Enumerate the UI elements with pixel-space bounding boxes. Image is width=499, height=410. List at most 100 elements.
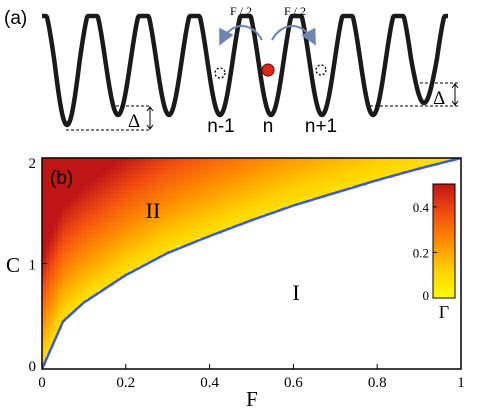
- heatmap-cell: [162, 290, 167, 295]
- heatmap-cell: [342, 186, 347, 191]
- heatmap-cell: [346, 282, 351, 287]
- heatmap-cell: [146, 326, 151, 331]
- heatmap-cell: [286, 182, 291, 187]
- heatmap-cell: [262, 278, 267, 283]
- heatmap-cell: [50, 362, 55, 367]
- heatmap-cell: [182, 270, 187, 275]
- heatmap-cell: [390, 314, 395, 319]
- heatmap-cell: [114, 350, 119, 355]
- heatmap-cell: [78, 314, 83, 319]
- heatmap-cell: [342, 366, 347, 369]
- heatmap-cell: [222, 210, 227, 215]
- heatmap-cell: [210, 298, 215, 303]
- heatmap-cell: [258, 238, 263, 243]
- heatmap-cell: [282, 286, 287, 291]
- heatmap-cell: [162, 266, 167, 271]
- heatmap-cell: [382, 202, 387, 207]
- heatmap-cell: [202, 174, 207, 179]
- heatmap-cell: [334, 230, 339, 235]
- heatmap-cell: [70, 238, 75, 243]
- heatmap-cell: [62, 170, 67, 175]
- heatmap-cell: [274, 230, 279, 235]
- heatmap-cell: [350, 174, 355, 179]
- heatmap-cell: [254, 218, 259, 223]
- heatmap-cell: [318, 230, 323, 235]
- heatmap-cell: [386, 318, 391, 323]
- heatmap-cell: [286, 338, 291, 343]
- heatmap-cell: [78, 254, 83, 259]
- heatmap-cell: [362, 246, 367, 251]
- heatmap-cell: [302, 190, 307, 195]
- heatmap-cell: [226, 262, 231, 267]
- heatmap-cell: [54, 198, 59, 203]
- heatmap-cell: [42, 274, 47, 279]
- heatmap-cell: [162, 354, 167, 359]
- heatmap-cell: [410, 174, 415, 179]
- heatmap-cell: [226, 294, 231, 299]
- heatmap-cell: [122, 210, 127, 215]
- heatmap-cell: [154, 174, 159, 179]
- heatmap-cell: [222, 206, 227, 211]
- heatmap-cell: [74, 226, 79, 231]
- hop-right-label: F / 2: [284, 4, 306, 18]
- heatmap-cell: [226, 198, 231, 203]
- heatmap-cell: [94, 282, 99, 287]
- heatmap-cell: [234, 270, 239, 275]
- heatmap-cell: [118, 338, 123, 343]
- heatmap-cell: [42, 218, 47, 223]
- heatmap-cell: [138, 286, 143, 291]
- heatmap-cell: [270, 178, 275, 183]
- heatmap-cell: [334, 162, 339, 167]
- heatmap-cell: [78, 266, 83, 271]
- heatmap-cell: [326, 242, 331, 247]
- heatmap-cell: [142, 198, 147, 203]
- heatmap-cell: [366, 182, 371, 187]
- heatmap-cell: [174, 170, 179, 175]
- heatmap-cell: [270, 190, 275, 195]
- heatmap-cell: [210, 354, 215, 359]
- heatmap-cell: [342, 254, 347, 259]
- heatmap-cell: [130, 326, 135, 331]
- heatmap-cell: [310, 262, 315, 267]
- heatmap-cell: [66, 162, 71, 167]
- heatmap-cell: [326, 350, 331, 355]
- heatmap-cell: [246, 314, 251, 319]
- heatmap-cell: [74, 194, 79, 199]
- heatmap-cell: [294, 314, 299, 319]
- heatmap-cell: [202, 198, 207, 203]
- heatmap-cell: [414, 226, 419, 231]
- heatmap-cell: [350, 310, 355, 315]
- heatmap-cell: [166, 314, 171, 319]
- heatmap-cell: [370, 226, 375, 231]
- heatmap-cell: [94, 238, 99, 243]
- heatmap-cell: [218, 338, 223, 343]
- heatmap-cell: [218, 278, 223, 283]
- heatmap-cell: [114, 318, 119, 323]
- heatmap-cell: [414, 190, 419, 195]
- heatmap-cell: [106, 218, 111, 223]
- heatmap-cell: [146, 194, 151, 199]
- heatmap-cell: [230, 298, 235, 303]
- heatmap-cell: [214, 294, 219, 299]
- heatmap-cell: [118, 350, 123, 355]
- heatmap-cell: [370, 266, 375, 271]
- heatmap-cell: [186, 290, 191, 295]
- heatmap-cell: [274, 174, 279, 179]
- heatmap-cell: [46, 254, 51, 259]
- heatmap-cell: [134, 202, 139, 207]
- heatmap-cell: [230, 362, 235, 367]
- heatmap-cell: [274, 354, 279, 359]
- heatmap-cell: [334, 258, 339, 263]
- heatmap-cell: [398, 238, 403, 243]
- heatmap-cell: [370, 166, 375, 171]
- heatmap-cell: [346, 314, 351, 319]
- heatmap-cell: [106, 242, 111, 247]
- heatmap-cell: [134, 318, 139, 323]
- heatmap-cell: [86, 206, 91, 211]
- heatmap-cell: [350, 334, 355, 339]
- heatmap-cell: [198, 214, 203, 219]
- heatmap-cell: [166, 230, 171, 235]
- heatmap-cell: [70, 250, 75, 255]
- heatmap-cell: [158, 294, 163, 299]
- heatmap-cell: [98, 178, 103, 183]
